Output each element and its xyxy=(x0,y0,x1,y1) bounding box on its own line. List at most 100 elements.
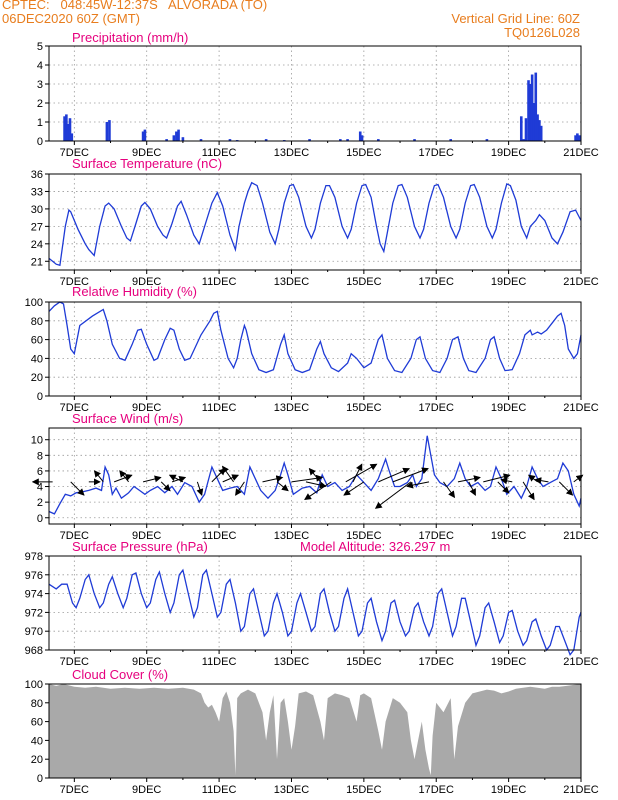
wind-vector xyxy=(262,475,284,483)
x-tick-label: 19DEC xyxy=(491,276,527,288)
panel-frame xyxy=(48,45,582,142)
panel-frame xyxy=(48,427,582,525)
wind-vector xyxy=(468,481,476,496)
panel-wind: Surface Wind (m/s) 0 2 4 6 8 10 7DEC 9DEC 11DEC 13… xyxy=(31,411,599,542)
panel-title: Surface Temperature (nC) xyxy=(72,156,222,171)
precip-bar xyxy=(199,139,203,141)
x-tick-label: 7DEC xyxy=(60,530,89,542)
wind-vector xyxy=(160,481,171,492)
precip-bar xyxy=(449,139,453,141)
wind-vector xyxy=(235,481,245,496)
y-tick-label: 4 xyxy=(37,60,43,72)
x-tick-label: 15DEC xyxy=(346,276,382,288)
x-tick-label: 19DEC xyxy=(491,784,527,796)
wind-vector xyxy=(70,481,85,496)
wind-vector xyxy=(343,481,365,496)
precip-bar xyxy=(63,116,66,141)
wind-vector xyxy=(534,477,549,485)
wind-vector xyxy=(522,481,535,501)
precip-bar xyxy=(177,129,180,141)
y-tick-label: 20 xyxy=(31,372,43,384)
pres-line xyxy=(48,568,582,657)
precip-bar xyxy=(172,135,176,141)
x-tick-label: 13DEC xyxy=(274,147,310,159)
y-tick-label: 100 xyxy=(25,297,43,309)
wind-vector xyxy=(392,467,429,483)
panel-title: Surface Pressure (hPa) xyxy=(72,539,208,554)
x-tick-label: 21DEC xyxy=(563,784,599,796)
precip-bar xyxy=(264,139,268,141)
x-tick-label: 11DEC xyxy=(202,402,237,414)
x-tick-label: 21DEC xyxy=(563,656,599,668)
precip-bar xyxy=(181,137,185,141)
y-tick-label: 3 xyxy=(37,79,43,91)
precip-bar xyxy=(538,120,541,141)
y-tick-label: 0 xyxy=(37,513,43,525)
y-tick-label: 968 xyxy=(25,645,43,657)
y-tick-label: 976 xyxy=(25,570,43,582)
precip-bar xyxy=(228,139,232,141)
wind-vector xyxy=(196,481,204,497)
y-tick-label: 2 xyxy=(37,497,43,509)
precip-bar xyxy=(308,139,311,141)
y-tick-label: 27 xyxy=(31,221,43,233)
y-tick-label: 6 xyxy=(37,466,43,478)
x-tick-label: 17DEC xyxy=(419,656,455,668)
precip-bar xyxy=(65,114,68,141)
wind-vector xyxy=(457,475,481,483)
precip-bar xyxy=(108,120,111,141)
precip-bar xyxy=(539,125,543,141)
panel-rh: Relative Humidity (%) 0 20 40 60 80 100 7DEC 9DE… xyxy=(25,284,599,414)
x-tick-label: 9DEC xyxy=(132,656,161,668)
precip-bar xyxy=(360,135,364,141)
wind-vector xyxy=(352,463,363,483)
gridlines xyxy=(49,302,582,396)
precip-bar xyxy=(485,139,489,141)
wind-vector xyxy=(378,467,411,483)
precip-bar xyxy=(141,131,145,141)
y-tick-label: 4 xyxy=(37,482,43,494)
precip-bar xyxy=(522,139,526,141)
x-tick-label: 7DEC xyxy=(60,147,89,159)
panel-title: Relative Humidity (%) xyxy=(72,284,197,299)
model-altitude-label: Model Altitude: 326.297 m xyxy=(300,539,450,554)
station-header: CPTEC: 048:45W-12:37S ALVORADA (TO) 06DE… xyxy=(2,0,267,26)
y-tick-label: 5 xyxy=(37,41,43,53)
wind-vector xyxy=(93,470,104,483)
y-tick-label: 100 xyxy=(25,679,43,691)
precip-bar xyxy=(66,123,70,141)
y-tick-label: 20 xyxy=(31,754,43,766)
precip-bar xyxy=(536,114,539,141)
y-tick-label: 40 xyxy=(31,353,43,365)
x-tick-label: 9DEC xyxy=(132,530,161,542)
precip-bar xyxy=(70,133,74,141)
date-line: 06DEC2020 60Z (GMT) xyxy=(2,11,140,26)
precip-bar xyxy=(175,131,178,141)
y-tick-label: 60 xyxy=(31,717,43,729)
wind-vector xyxy=(142,475,162,483)
x-tick-label: 17DEC xyxy=(419,784,455,796)
x-tick-label: 21DEC xyxy=(563,276,599,288)
x-tick-label: 17DEC xyxy=(419,276,455,288)
y-tick-label: 30 xyxy=(31,204,43,216)
wind-vector xyxy=(558,481,574,496)
x-tick-label: 11DEC xyxy=(202,147,237,159)
x-tick-label: 11DEC xyxy=(202,276,237,288)
panel-frame xyxy=(48,555,582,651)
y-tick-label: 1 xyxy=(37,117,43,129)
panel-frame xyxy=(48,173,582,271)
wind-vector xyxy=(222,474,240,483)
wind-vector xyxy=(443,481,456,499)
wind-vector xyxy=(308,467,321,483)
wind-vector xyxy=(276,481,289,492)
x-tick-label: 17DEC xyxy=(419,530,455,542)
precip-bar xyxy=(105,122,109,141)
y-tick-label: 21 xyxy=(31,256,43,268)
x-tick-label: 9DEC xyxy=(132,147,161,159)
x-tick-label: 13DEC xyxy=(274,402,310,414)
x-tick-label: 21DEC xyxy=(563,530,599,542)
x-tick-label: 11DEC xyxy=(202,656,237,668)
precip-bar xyxy=(527,80,530,141)
gridlines xyxy=(49,174,582,270)
y-tick-label: 40 xyxy=(31,735,43,747)
